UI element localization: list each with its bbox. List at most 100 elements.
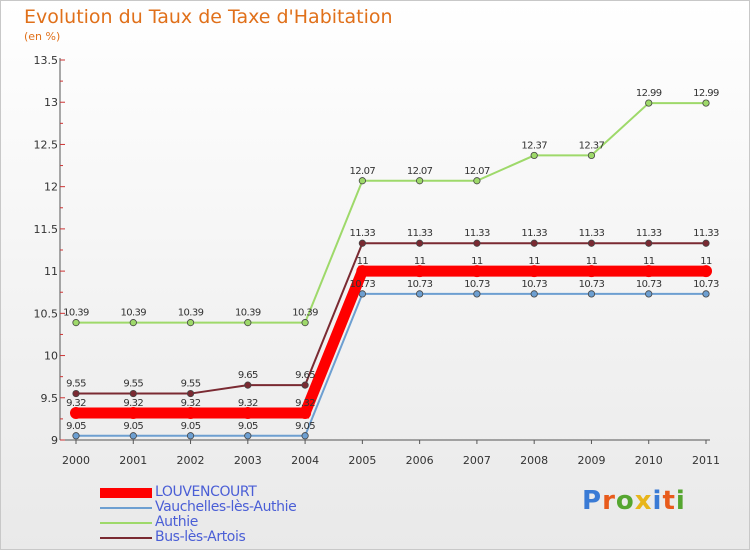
x-tick-label: 2009 [577, 454, 605, 467]
data-point [301, 432, 309, 440]
data-label: 10.39 [292, 308, 318, 319]
y-tick-label: 10.5 [34, 307, 59, 320]
data-point [72, 319, 80, 327]
data-label: 9.65 [238, 370, 258, 381]
data-point [129, 319, 137, 327]
data-label: 9.55 [66, 379, 86, 390]
data-label: 11 [471, 256, 483, 267]
x-tick-label: 2011 [692, 454, 720, 467]
logo-letter: i [675, 486, 686, 516]
data-point [642, 265, 655, 278]
line-chart: 9 9.5 10 10.5 11 11.5 12 12.5 13 13.5 2000 2001 2002… [34, 54, 721, 467]
series-line [76, 242, 706, 395]
data-point [530, 239, 538, 247]
logo-letter: P [582, 486, 603, 516]
data-label: 11.33 [636, 228, 662, 239]
data-label: 10.39 [63, 308, 89, 319]
data-point [530, 151, 538, 160]
data-point [700, 265, 712, 278]
data-label: 10.73 [464, 279, 490, 290]
data-label: 11.33 [407, 228, 433, 239]
legend-swatch [100, 537, 152, 539]
data-point [702, 290, 710, 298]
data-point [244, 319, 252, 327]
data-label: 11 [586, 256, 598, 267]
data-label: 9.05 [295, 421, 315, 432]
data-label: 9.32 [181, 398, 201, 409]
data-label: 9.65 [295, 370, 315, 381]
x-tick-label: 2004 [291, 454, 319, 467]
data-label: 9.05 [181, 421, 201, 432]
data-point [301, 381, 309, 389]
y-tick-label: 12.5 [34, 138, 59, 151]
data-point [702, 239, 710, 247]
data-point [528, 265, 541, 278]
data-point [129, 432, 137, 440]
data-point [358, 290, 366, 298]
data-point [416, 177, 424, 185]
x-tick-label: 2008 [520, 454, 548, 467]
data-label: 11 [700, 256, 712, 267]
data-point [470, 265, 483, 278]
data-label: 11.33 [350, 228, 376, 239]
legend-label: Vauchelles-lès-Authie [155, 499, 297, 515]
y-tick-label: 9 [51, 434, 58, 447]
legend-label: LOUVENCOURT [155, 484, 257, 500]
data-point [244, 432, 252, 440]
data-point [585, 265, 598, 278]
y-tick-label: 12 [44, 181, 58, 194]
data-point [358, 177, 366, 185]
data-label: 9.32 [123, 398, 143, 409]
data-label: 10.39 [235, 308, 261, 319]
data-point [127, 406, 140, 419]
data-point [702, 99, 710, 107]
legend-label: Bus-lès-Artois [155, 529, 246, 545]
data-label: 12.99 [636, 88, 662, 99]
data-point [129, 389, 137, 398]
y-tick-label: 11.5 [34, 223, 59, 236]
data-point [244, 381, 252, 389]
data-label: 11 [643, 256, 655, 267]
data-label: 12.99 [693, 88, 719, 99]
series-line [76, 265, 706, 419]
x-tick-label: 2007 [463, 454, 491, 467]
data-point [72, 432, 80, 440]
legend-swatch [100, 488, 152, 498]
data-point [301, 319, 309, 327]
chart-title: Evolution du Taux de Taxe d'Habitation [24, 6, 393, 28]
data-label: 12.37 [521, 140, 547, 151]
data-label: 11.33 [579, 228, 605, 239]
data-point [645, 99, 653, 107]
data-label: 12.37 [579, 140, 605, 151]
data-label: 10.39 [120, 308, 146, 319]
data-label: 9.32 [295, 398, 315, 409]
x-tick-label: 2001 [119, 454, 147, 467]
y-tick-label: 9.5 [41, 392, 59, 405]
data-label: 9.05 [123, 421, 143, 432]
x-tick-label: 2002 [177, 454, 205, 467]
data-point [530, 290, 538, 298]
series-line [76, 292, 706, 437]
x-tick-label: 2006 [406, 454, 434, 467]
chart-unit-label: (en %) [24, 30, 61, 43]
logo-letter: x [634, 486, 653, 516]
data-point [72, 389, 80, 398]
logo-letter: r [602, 486, 616, 516]
data-point [473, 177, 481, 185]
data-label: 11.33 [521, 228, 547, 239]
data-point [645, 239, 653, 247]
data-point [356, 265, 369, 278]
data-label: 9.32 [66, 398, 86, 409]
x-tick-label: 2005 [348, 454, 376, 467]
y-tick-label: 11 [44, 265, 58, 278]
data-point [186, 319, 195, 327]
logo-letter: o [615, 486, 635, 516]
x-tick-label: 2000 [62, 454, 90, 467]
data-point [413, 265, 426, 278]
data-point [587, 151, 596, 160]
data-label: 10.73 [350, 279, 376, 290]
data-point [473, 290, 481, 298]
data-point [184, 406, 197, 419]
logo-letter: t [662, 486, 676, 516]
data-label: 11 [414, 256, 426, 267]
